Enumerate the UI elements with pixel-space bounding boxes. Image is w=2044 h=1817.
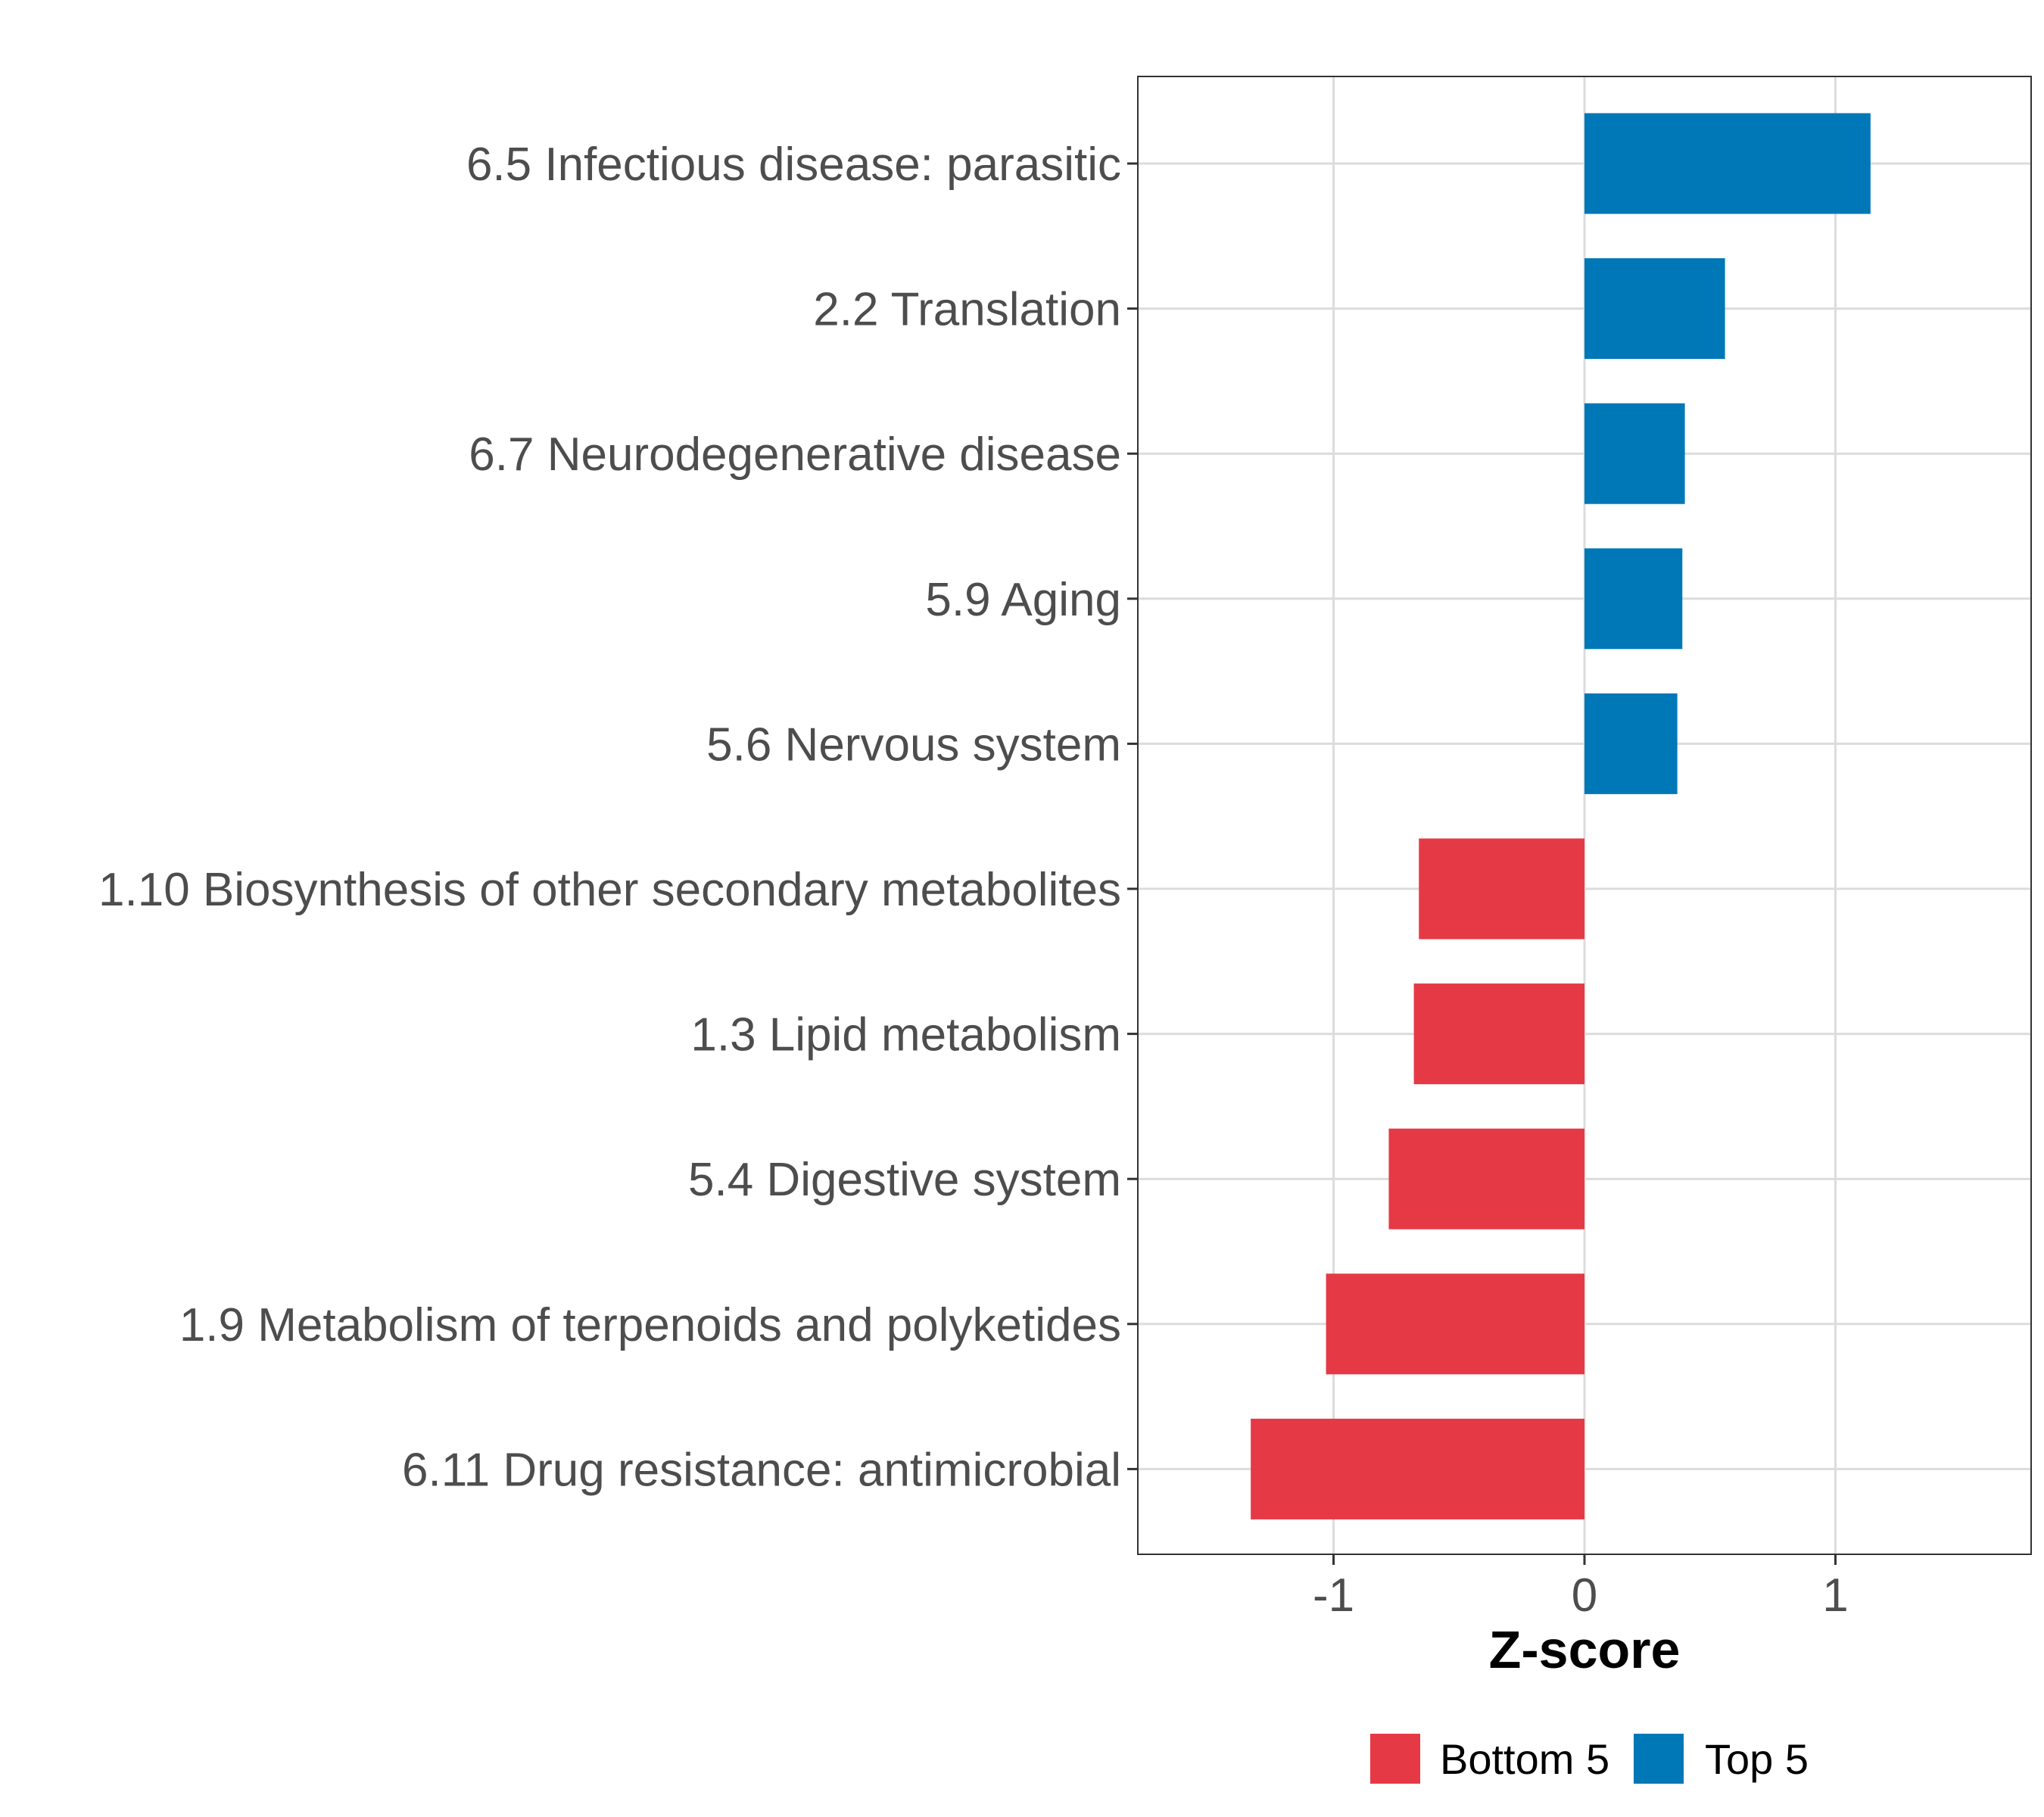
y-tick-label-5: 1.10 Biosynthesis of other secondary met… — [98, 864, 1121, 916]
legend: Bottom 5 Top 5 — [1370, 1734, 1809, 1784]
x-tick-label-0: -1 — [1313, 1569, 1354, 1622]
x-axis-title: Z-score — [1489, 1620, 1681, 1679]
bar-9 — [1251, 1418, 1584, 1519]
bar-0 — [1584, 113, 1871, 214]
y-tick-label-4: 5.6 Nervous system — [706, 718, 1121, 771]
y-tick-label-9: 6.11 Drug resistance: antimicrobial — [402, 1444, 1121, 1496]
legend-swatch-bottom-5 — [1370, 1734, 1420, 1784]
legend-label-bottom-5: Bottom 5 — [1440, 1735, 1609, 1783]
y-tick-label-1: 2.2 Translation — [813, 284, 1121, 336]
bar-2 — [1584, 403, 1685, 504]
bar-5 — [1419, 838, 1584, 940]
y-axis: 6.5 Infectious disease: parasitic 2.2 Tra… — [98, 139, 1138, 1496]
y-tick-label-7: 5.4 Digestive system — [688, 1154, 1121, 1206]
bars-layer — [1251, 113, 1871, 1519]
bar-8 — [1326, 1273, 1584, 1375]
bar-4 — [1584, 693, 1678, 794]
bar-7 — [1388, 1128, 1584, 1230]
legend-swatch-top-5 — [1634, 1734, 1684, 1784]
x-tick-label-2: 1 — [1822, 1569, 1848, 1622]
bar-6 — [1413, 983, 1584, 1085]
y-tick-label-0: 6.5 Infectious disease: parasitic — [466, 139, 1121, 191]
x-axis: -1 0 1 — [1313, 1554, 1849, 1622]
y-tick-label-3: 5.9 Aging — [925, 574, 1121, 626]
y-tick-label-6: 1.3 Lipid metabolism — [690, 1009, 1121, 1061]
legend-label-top-5: Top 5 — [1705, 1735, 1809, 1783]
y-tick-label-8: 1.9 Metabolism of terpenoids and polyket… — [179, 1299, 1121, 1351]
bar-1 — [1584, 258, 1725, 360]
x-tick-label-1: 0 — [1572, 1569, 1597, 1622]
bar-3 — [1584, 548, 1683, 650]
y-tick-label-2: 6.7 Neurodegenerative disease — [469, 429, 1121, 481]
